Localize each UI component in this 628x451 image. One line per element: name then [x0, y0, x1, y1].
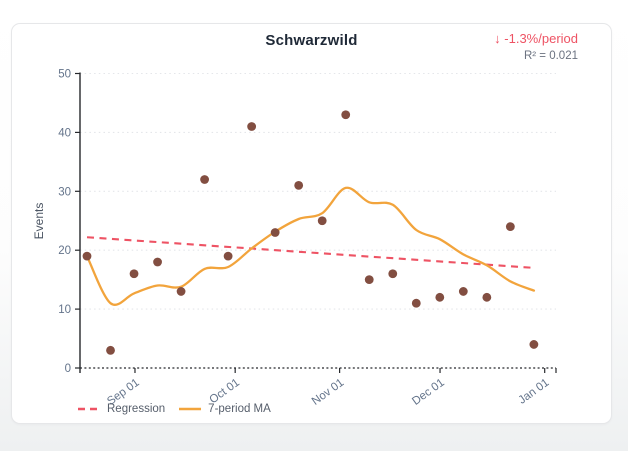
y-tick-label: 30 [58, 186, 71, 198]
data-point [106, 345, 115, 355]
data-point [247, 122, 257, 131]
r-squared-label: R² = 0.021 [523, 49, 578, 62]
chart-legend: Regression 7-period MA [78, 403, 271, 415]
x-tick-label: Dec 01 [410, 377, 447, 408]
data-point [82, 251, 92, 261]
data-point [505, 222, 515, 232]
data-point [411, 298, 421, 308]
chart-card: Schwarzwild ↓ -1.3%/period R² = 0.021 0 1… [11, 23, 612, 424]
y-tick-label: 40 [58, 127, 71, 139]
y-tick-label: 50 [58, 69, 71, 81]
data-point [482, 292, 492, 302]
x-tick-label: Nov 01 [310, 377, 347, 408]
legend-label-ma: 7-period MA [208, 403, 271, 415]
y-tick-label: 10 [58, 304, 71, 316]
data-point [129, 269, 139, 279]
data-point [270, 228, 280, 237]
data-point [364, 275, 374, 285]
ma-line-icon [179, 407, 202, 411]
ma-line [85, 186, 536, 306]
y-tick-label: 0 [65, 363, 71, 375]
data-point [200, 175, 210, 184]
trend-annotation: ↓ -1.3%/period R² = 0.021 [494, 31, 578, 63]
y-axis-title: Events [32, 203, 46, 240]
data-point [294, 181, 304, 190]
data-point [176, 287, 186, 296]
data-point [341, 110, 351, 120]
data-point [458, 287, 468, 296]
data-point [153, 257, 162, 267]
chart-title: Schwarzwild [265, 32, 358, 49]
data-point [529, 340, 539, 349]
data-point [435, 292, 445, 302]
regression-dash-icon [78, 407, 100, 411]
trend-label: ↓ -1.3%/period [494, 31, 578, 46]
data-point [388, 269, 398, 279]
data-point [223, 251, 233, 261]
x-tick-label: Oct 01 [207, 377, 241, 407]
y-tick-label: 20 [58, 245, 71, 257]
legend-item-regression: Regression [78, 403, 165, 415]
x-tick-label: Jan 01 [516, 377, 551, 407]
legend-item-ma: 7-period MA [179, 403, 271, 415]
legend-label-regression: Regression [107, 403, 166, 415]
data-point [317, 216, 327, 226]
